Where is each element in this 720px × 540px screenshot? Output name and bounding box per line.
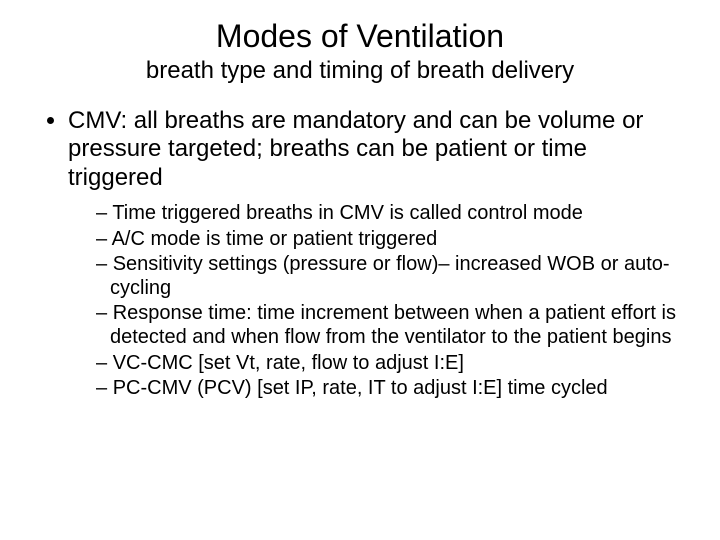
bullet-main-text: CMV: all breaths are mandatory and can b… [68,107,643,191]
list-item: PC-CMV (PCV) [set IP, rate, IT to adjust… [96,377,680,401]
list-item: CMV: all breaths are mandatory and can b… [68,107,680,401]
bullet-list-level1: CMV: all breaths are mandatory and can b… [40,107,680,401]
slide-title: Modes of Ventilation [40,18,680,55]
list-item: Sensitivity settings (pressure or flow)–… [96,253,680,300]
slide: Modes of Ventilation breath type and tim… [0,0,720,540]
bullet-list-level2: Time triggered breaths in CMV is called … [68,202,680,401]
list-item: Response time: time increment between wh… [96,302,680,349]
slide-subtitle: breath type and timing of breath deliver… [40,57,680,85]
list-item: VC-CMC [set Vt, rate, flow to adjust I:E… [96,352,680,376]
list-item: Time triggered breaths in CMV is called … [96,202,680,226]
list-item: A/C mode is time or patient triggered [96,228,680,252]
